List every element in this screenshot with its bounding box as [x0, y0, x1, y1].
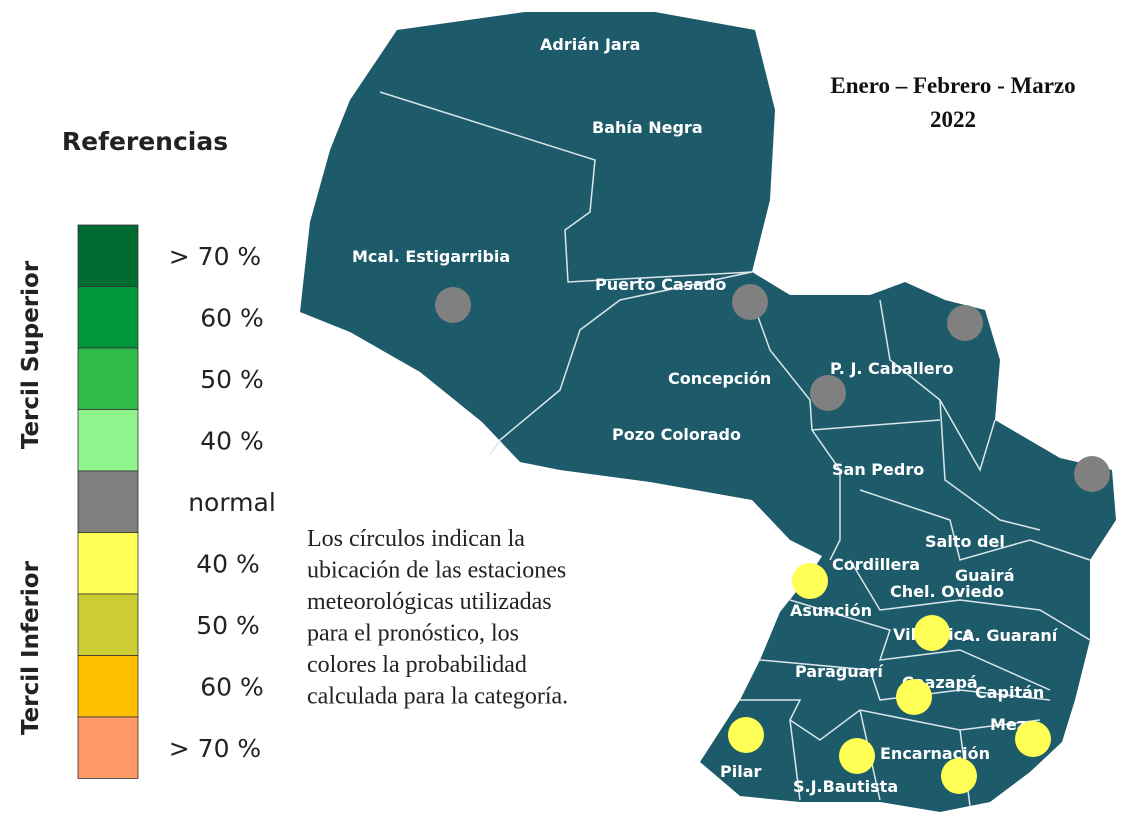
legend-swatch [77, 532, 139, 595]
legend-label: > 70 % [169, 734, 261, 763]
station [435, 287, 471, 323]
title-line2: 2022 [930, 107, 976, 132]
legend-label: 60 % [200, 304, 264, 333]
note-line: ubicación de las estaciones [307, 558, 566, 584]
legend-swatch [77, 409, 139, 472]
legend-label: 60 % [200, 673, 264, 702]
region-label: Chel. Oviedo [890, 582, 1004, 601]
region-label: A. Guaraní [962, 626, 1059, 645]
note: Los círculos indican la ubicación de las … [307, 526, 568, 710]
region-label: Capitán [975, 683, 1044, 702]
station [792, 563, 828, 599]
station [896, 679, 932, 715]
region-label: Encarnación [880, 744, 990, 763]
stations [435, 284, 1110, 794]
station [1074, 456, 1110, 492]
region-label: Concepción [668, 369, 771, 388]
legend-label: normal [188, 488, 276, 517]
legend-swatch [77, 716, 139, 779]
legend-swatch [77, 286, 139, 349]
region-labels: Adrián Jara Bahía Negra Mcal. Estigarribia… [352, 35, 1059, 796]
legend-label: 50 % [196, 611, 260, 640]
station [941, 758, 977, 794]
region-label: San Pedro [832, 460, 924, 479]
station [914, 615, 950, 651]
legend-label: 50 % [200, 365, 264, 394]
legend-title: Referencias [62, 127, 228, 156]
legend: > 70 % 60 % 50 % 40 % normal 40 % 50 % 60 % > 70… [77, 224, 276, 779]
region-label: Guairá [955, 566, 1015, 585]
region-label: Salto del [925, 532, 1005, 551]
region-label: Pozo Colorado [612, 425, 741, 444]
region-label: Mcal. Estigarribia [352, 247, 510, 266]
note-line: Los círculos indican la [307, 526, 525, 552]
note-line: para el pronóstico, los [307, 621, 519, 647]
upper-label: Tercil Superior [18, 260, 44, 449]
station [810, 375, 846, 411]
region-label: Paraguarí [795, 662, 884, 681]
title-line1: Enero – Febrero - Marzo [830, 73, 1075, 98]
country-shape [300, 12, 1116, 812]
region-label: Adrián Jara [540, 35, 640, 54]
region-label: Cordillera [832, 555, 920, 574]
note-line: calculada para la categoría. [307, 684, 568, 710]
legend-label: 40 % [200, 427, 264, 456]
legend-label: 40 % [196, 550, 260, 579]
station [947, 305, 983, 341]
note-line: meteorológicas utilizadas [307, 589, 552, 615]
lower-label: Tercil Inferior [18, 560, 44, 735]
legend-swatch [77, 593, 139, 656]
legend-swatch [77, 470, 139, 533]
region-label: P. J. Caballero [830, 359, 954, 378]
station [732, 284, 768, 320]
station [839, 738, 875, 774]
region-label: Pilar [720, 762, 761, 781]
region-label: Puerto Casado [595, 275, 726, 294]
legend-swatch [77, 347, 139, 410]
station [1015, 721, 1051, 757]
region-label: S.J.Bautista [793, 777, 898, 796]
region-label: Asunción [790, 601, 872, 620]
legend-swatch [77, 224, 139, 287]
station [728, 717, 764, 753]
region-label: Bahía Negra [592, 118, 703, 137]
legend-label: > 70 % [169, 242, 261, 271]
note-line: colores la probabilidad [307, 652, 527, 678]
legend-swatch [77, 655, 139, 718]
